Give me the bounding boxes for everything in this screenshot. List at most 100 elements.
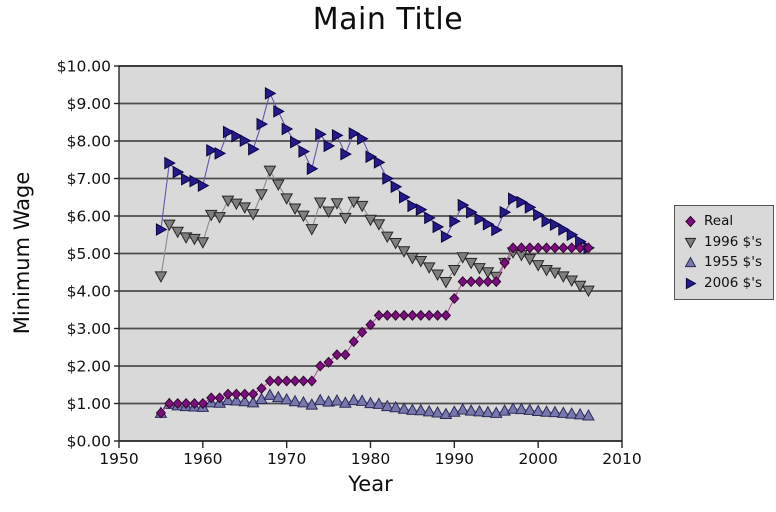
data-point-1955-s <box>322 395 335 407</box>
data-point-1996-s <box>380 231 394 244</box>
data-point-real <box>180 397 192 410</box>
data-point-1996-s <box>447 264 461 277</box>
data-point-real <box>306 375 317 387</box>
y-tick-label: $9.00 <box>67 95 111 113</box>
data-point-1996-s <box>473 263 486 275</box>
data-point-1955-s <box>255 392 268 405</box>
y-tick-label: $10.00 <box>57 57 111 75</box>
data-point-real <box>172 397 183 410</box>
legend: Real 1996 $'s 1955 $'s 2006 $'s <box>674 205 774 300</box>
data-point-1996-s <box>355 200 369 213</box>
data-point-2006-s <box>407 199 419 213</box>
data-point-2006-s <box>365 150 378 164</box>
data-point-real <box>357 326 368 338</box>
x-tick-label: 1970 <box>267 450 306 468</box>
data-point-real <box>298 375 309 387</box>
data-point-2006-s <box>457 198 470 212</box>
data-point-real <box>206 392 217 404</box>
data-point-real <box>491 276 502 288</box>
chart-title: Main Title <box>312 2 464 37</box>
data-point-real <box>541 242 552 254</box>
data-point-2006-s <box>415 203 428 216</box>
data-point-2006-s <box>424 211 436 225</box>
triangle-right-icon <box>685 277 697 290</box>
data-point-1996-s <box>171 226 185 239</box>
data-point-1955-s <box>464 404 478 416</box>
data-point-1955-s <box>230 393 243 406</box>
data-point-1955-s <box>355 394 369 406</box>
data-point-2006-s <box>516 195 528 209</box>
data-point-2006-s <box>566 228 579 242</box>
data-point-real <box>457 276 468 288</box>
data-point-2006-s <box>541 214 554 228</box>
data-point-2006-s <box>399 190 411 204</box>
data-point-1955-s <box>531 404 545 417</box>
data-point-1996-s <box>297 210 310 223</box>
data-point-1996-s <box>339 212 352 225</box>
y-tick-label: $0.00 <box>67 432 111 450</box>
data-point-1955-s <box>347 393 361 406</box>
data-point-real <box>155 407 167 419</box>
data-point-real <box>566 242 577 254</box>
data-point-1996-s <box>456 252 470 264</box>
data-point-real <box>424 309 435 321</box>
data-point-1996-s <box>313 197 327 210</box>
data-point-1996-s <box>439 276 453 289</box>
x-tick-label: 2010 <box>602 450 641 468</box>
data-point-2006-s <box>432 220 445 234</box>
legend-item-1996-s: 1996 $'s <box>684 235 762 250</box>
data-point-2006-s <box>331 129 344 142</box>
data-point-1996-s <box>548 267 562 280</box>
data-point-1955-s <box>414 403 428 416</box>
data-point-real <box>273 375 284 387</box>
data-point-1955-s <box>297 395 310 408</box>
data-point-real <box>214 392 225 404</box>
x-tick-label: 1980 <box>351 450 390 468</box>
data-point-2006-s <box>189 174 201 188</box>
legend-item-real: Real <box>684 213 762 229</box>
data-point-1996-s <box>280 193 294 205</box>
data-point-real <box>474 276 485 288</box>
data-point-1955-s <box>473 404 486 417</box>
data-point-1955-s <box>364 396 377 409</box>
data-point-real <box>315 360 326 372</box>
data-point-real <box>264 375 275 387</box>
data-point-1996-s <box>330 198 344 210</box>
data-point-real <box>248 388 259 400</box>
data-point-2006-s <box>214 147 227 160</box>
data-point-2006-s <box>248 142 260 156</box>
data-point-1955-s <box>263 388 277 400</box>
data-point-2006-s <box>533 208 545 222</box>
data-point-1955-s <box>288 394 302 407</box>
data-point-real <box>340 349 351 361</box>
data-point-1996-s <box>196 237 210 249</box>
legend-item-label: Real <box>704 213 734 229</box>
data-point-2006-s <box>273 105 285 118</box>
y-tick-label: $6.00 <box>67 207 111 225</box>
data-point-real <box>524 242 535 254</box>
data-point-2006-s <box>239 134 252 147</box>
data-point-2006-s <box>340 147 352 161</box>
series-line-1955-s <box>160 394 589 417</box>
y-tick-label: $7.00 <box>67 170 111 188</box>
data-point-real <box>415 309 426 321</box>
data-point-real <box>449 292 460 305</box>
data-point-real <box>189 397 200 410</box>
data-point-2006-s <box>357 132 369 146</box>
data-point-2006-s <box>290 135 302 149</box>
data-point-1955-s <box>238 394 252 407</box>
data-point-1996-s <box>389 237 402 250</box>
x-axis-title: Year <box>348 472 393 496</box>
data-point-1996-s <box>188 233 201 246</box>
y-tick-label: $8.00 <box>67 132 111 150</box>
data-point-1996-s <box>556 271 570 283</box>
data-point-2006-s <box>499 205 512 219</box>
data-point-real <box>373 309 384 321</box>
data-point-1955-s <box>280 392 294 405</box>
y-tick-label: $5.00 <box>67 245 111 263</box>
data-point-real <box>281 375 292 387</box>
triangle-up-icon <box>684 256 697 268</box>
data-point-1955-s <box>540 405 553 417</box>
x-tick-label: 1960 <box>183 450 222 468</box>
